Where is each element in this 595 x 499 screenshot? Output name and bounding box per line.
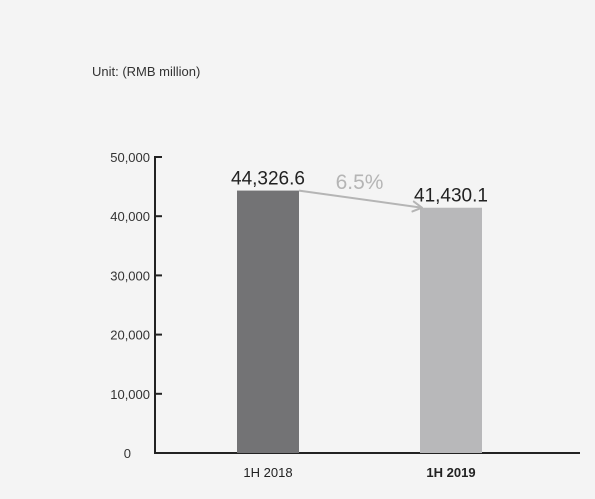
y-tick-label: 0: [124, 446, 131, 461]
bar-1: [237, 191, 299, 453]
y-tick-label: 50,000: [110, 150, 150, 165]
data-label-2: 41,430.1: [414, 186, 488, 207]
x-category-label-1: 1H 2018: [243, 465, 292, 480]
y-tick-label: 40,000: [110, 209, 150, 224]
change-percent-label: 6.5%: [336, 171, 384, 194]
x-category-label-2: 1H 2019: [426, 465, 475, 480]
data-label-1: 44,326.6: [231, 169, 305, 190]
y-tick-label: 10,000: [110, 387, 150, 402]
y-tick-label: 30,000: [110, 268, 150, 283]
bar-2: [420, 208, 482, 453]
y-tick-label: 20,000: [110, 328, 150, 343]
